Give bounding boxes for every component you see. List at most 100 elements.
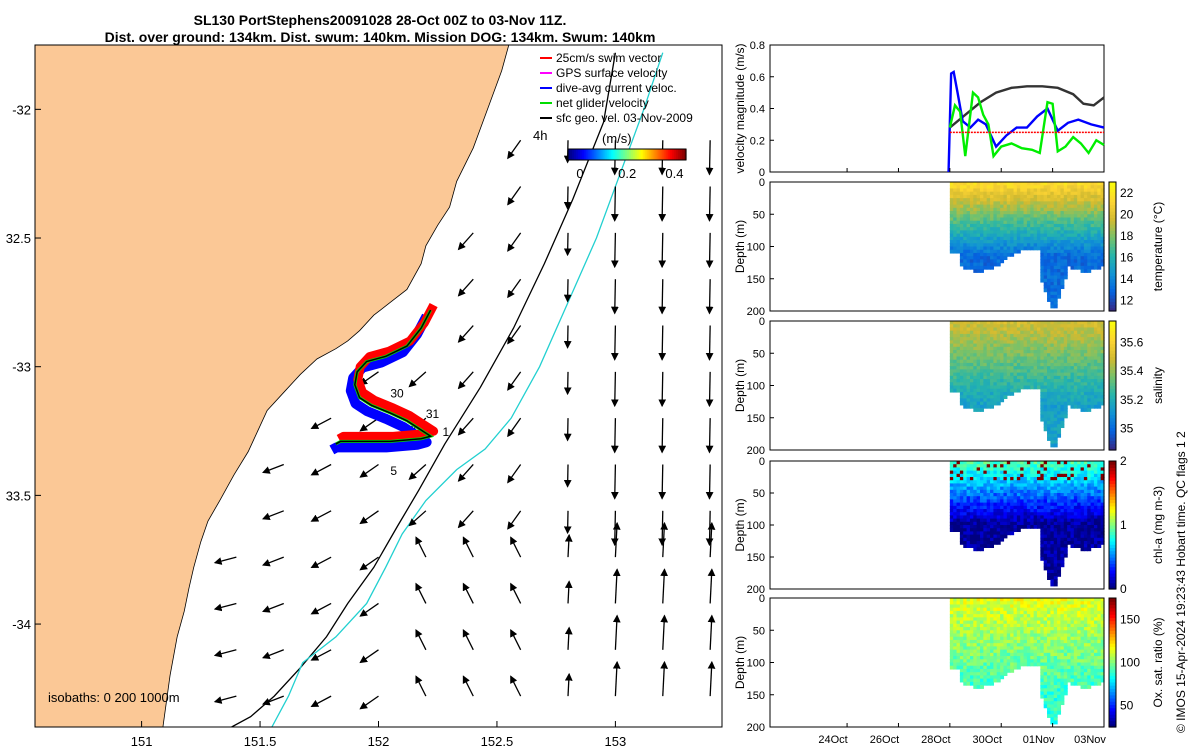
heatmap-cell-chla [1020, 477, 1025, 481]
heatmap-cell-chla [980, 521, 984, 526]
heatmap-cell-salinity [1040, 333, 1045, 338]
heatmap-cell-chla [949, 486, 954, 491]
heatmap-cell-oxygen [1020, 601, 1025, 606]
heatmap-cell-temperature [1006, 233, 1011, 238]
colorbar-cell-salinity [1109, 324, 1116, 329]
heatmap-cell-temperature [1000, 182, 1005, 186]
heatmap-cell-chla [1006, 499, 1011, 504]
heatmap-cell-chla [949, 489, 954, 494]
heatmap-cell-temperature [996, 185, 1001, 190]
heatmap-cell-temperature [1087, 227, 1092, 231]
heatmap-cell-temperature [1040, 214, 1045, 219]
heatmap-cell-chla [963, 470, 968, 475]
heatmap-cell-oxygen [1013, 665, 1018, 670]
heatmap-cell-temperature [966, 191, 971, 196]
heatmap-cell-temperature [990, 220, 995, 225]
heatmap-cell-oxygen [1053, 694, 1058, 699]
heatmap-cell-temperature [1060, 249, 1065, 254]
heatmap-cell-oxygen [980, 633, 984, 638]
heatmap-cell-salinity [1087, 346, 1092, 351]
heatmap-cell-chla [1036, 496, 1041, 500]
heatmap-cell-temperature [1003, 198, 1008, 202]
heatmap-cell-oxygen [973, 662, 978, 667]
heatmap-cell-oxygen [966, 643, 971, 647]
heatmap-cell-chla [1097, 464, 1102, 468]
heatmap-cell-chla [1093, 483, 1098, 488]
heatmap-cell-salinity [953, 324, 958, 329]
heatmap-cell-salinity [1047, 437, 1051, 441]
heatmap-cell-temperature [1053, 246, 1058, 251]
heatmap-cell-salinity [1043, 391, 1048, 396]
heatmap-cell-salinity [1043, 375, 1048, 380]
velocity-vector [462, 536, 474, 558]
heatmap-cell-temperature [1100, 240, 1105, 244]
heatmap-cell-temperature [969, 223, 974, 228]
heatmap-cell-oxygen [1053, 623, 1058, 628]
heatmap-cell-chla [1063, 531, 1068, 536]
heatmap-cell-chla [1100, 499, 1105, 504]
heatmap-cell-chla [1093, 477, 1098, 481]
heatmap-cell-oxygen [949, 607, 954, 612]
heatmap-cell-chla [1053, 525, 1058, 529]
heatmap-cell-chla [1063, 480, 1068, 484]
heatmap-cell-oxygen [1020, 620, 1025, 625]
heatmap-cell-temperature [993, 220, 998, 225]
heatmap-cell-salinity [1057, 340, 1062, 345]
heatmap-cell-chla [959, 518, 964, 523]
heatmap-cell-oxygen [1033, 604, 1038, 609]
heatmap-cell-salinity [1073, 350, 1078, 354]
heatmap-cell-chla [1043, 560, 1048, 564]
heatmap-cell-salinity [1063, 411, 1068, 416]
heatmap-cell-temperature [953, 217, 958, 222]
velocity-vector [262, 463, 284, 474]
heatmap-cell-chla [1020, 464, 1025, 468]
heatmap-cell-temperature [1087, 204, 1092, 209]
heatmap-cell-temperature [1073, 198, 1078, 202]
heatmap-cell-oxygen [1023, 617, 1028, 622]
heatmap-cell-oxygen [953, 659, 958, 664]
heatmap-cell-chla [1050, 505, 1055, 510]
heatmap-cell-salinity [969, 362, 974, 367]
heatmap-cell-oxygen [1000, 620, 1005, 625]
heatmap-cell-oxygen [963, 627, 968, 631]
heatmap-cell-temperature [996, 252, 1001, 257]
heatmap-cell-chla [1100, 521, 1105, 526]
heatmap-cell-chla [1047, 505, 1051, 510]
heatmap-cell-chla [976, 505, 981, 510]
heatmap-cell-temperature [1077, 265, 1082, 270]
heatmap-cell-oxygen [1020, 662, 1025, 667]
heatmap-cell-temperature [1030, 227, 1035, 231]
heatmap-cell-temperature [1047, 198, 1051, 202]
colorbar-cell-temperature [1109, 291, 1116, 296]
heatmap-cell-salinity [1047, 333, 1051, 338]
heatmap-cell-chla [1053, 493, 1058, 497]
heatmap-cell-temperature [1053, 182, 1058, 186]
heatmap-cell-oxygen [949, 646, 954, 651]
colorbar-cell-salinity [1109, 417, 1116, 422]
velocity-vector [408, 464, 427, 480]
heatmap-cell-salinity [1026, 330, 1031, 335]
heatmap-cell-temperature [1073, 265, 1078, 270]
heatmap-cell-temperature [993, 214, 998, 219]
heatmap-cell-temperature [1013, 214, 1018, 219]
heatmap-cell-salinity [1026, 385, 1031, 390]
heatmap-cell-temperature [1030, 223, 1035, 228]
heatmap-cell-temperature [1003, 194, 1008, 199]
heatmap-cell-salinity [976, 408, 981, 412]
heatmap-cell-chla [1020, 496, 1025, 500]
heatmap-cell-chla [986, 470, 991, 475]
heatmap-cell-salinity [1063, 324, 1068, 329]
heatmap-cell-oxygen [969, 623, 974, 628]
heatmap-cell-salinity [1073, 327, 1078, 332]
heatmap-cell-temperature [1067, 240, 1072, 244]
heatmap-cell-temperature [1057, 227, 1062, 231]
heatmap-cell-salinity [1097, 398, 1102, 403]
heatmap-cell-oxygen [993, 662, 998, 667]
heatmap-cell-temperature [1087, 240, 1092, 244]
track-day-label: 30 [390, 387, 404, 401]
heatmap-cell-salinity [1057, 359, 1062, 364]
heatmap-cell-chla [1060, 521, 1065, 526]
heatmap-cell-temperature [996, 188, 1001, 193]
heatmap-cell-chla [1040, 486, 1045, 491]
heatmap-cell-salinity [976, 333, 981, 338]
